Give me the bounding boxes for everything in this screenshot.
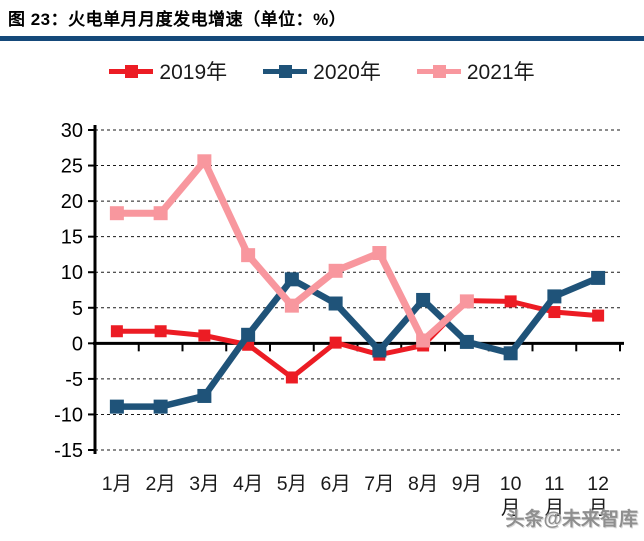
svg-text:8月: 8月 <box>408 473 438 495</box>
svg-text:0: 0 <box>72 333 83 355</box>
svg-text:11月: 11 月 <box>544 473 564 519</box>
legend-label-2020: 2020年 <box>313 61 381 84</box>
svg-text:25: 25 <box>61 156 83 178</box>
svg-text:20: 20 <box>61 191 83 213</box>
svg-text:30: 30 <box>61 120 83 142</box>
svg-text:7月: 7月 <box>364 473 394 495</box>
legend-item-2020: 2020年 <box>263 56 381 86</box>
svg-text:-5: -5 <box>65 369 83 391</box>
watermark: 头条@未来智库 <box>505 509 638 530</box>
legend-label-2019: 2019年 <box>159 61 228 84</box>
svg-text:6月: 6月 <box>320 473 350 495</box>
chart-title: 图 23：火电单月月度发电增速（单位：%） <box>8 10 347 29</box>
chart-legend: 2019年 2020年 2021年 <box>0 56 644 86</box>
svg-text:-15: -15 <box>54 440 83 462</box>
title-underline <box>0 36 644 41</box>
svg-text:5: 5 <box>72 298 83 320</box>
legend-marker-2021 <box>416 64 461 78</box>
svg-text:2月: 2月 <box>145 473 175 495</box>
legend-marker-2019 <box>109 64 154 78</box>
svg-text:5月: 5月 <box>277 473 307 495</box>
svg-text:3月: 3月 <box>189 473 219 495</box>
svg-text:15: 15 <box>61 227 83 249</box>
svg-text:12月: 12 月 <box>587 473 609 519</box>
svg-text:10月: 10 月 <box>500 473 522 519</box>
svg-text:10: 10 <box>61 262 83 284</box>
legend-item-2019: 2019年 <box>109 56 227 86</box>
legend-label-2021: 2021年 <box>466 61 535 84</box>
svg-text:-10: -10 <box>54 404 83 426</box>
svg-text:1月: 1月 <box>102 473 132 495</box>
legend-marker-2020 <box>263 64 308 78</box>
legend-item-2021: 2021年 <box>416 56 535 86</box>
svg-text:4月: 4月 <box>233 473 263 495</box>
svg-text:9月: 9月 <box>452 473 482 495</box>
